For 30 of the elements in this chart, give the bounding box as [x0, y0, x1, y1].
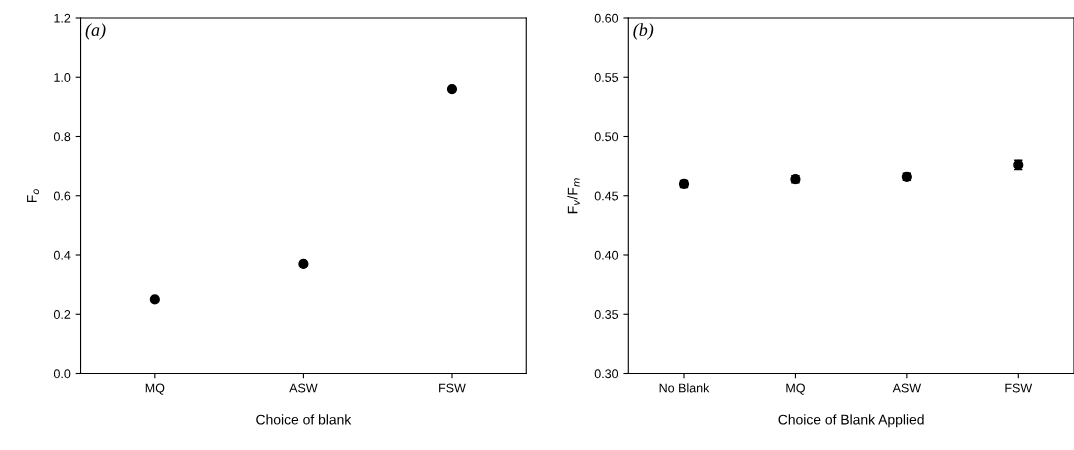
y-tick-label: 0.55 [594, 73, 619, 82]
y-tick-label: 0.0 [53, 369, 71, 379]
x-tick-label: No Blank [659, 383, 710, 393]
annotation: (a) [85, 23, 106, 40]
y-tick-label: 0.2 [53, 310, 71, 319]
y-tick-label: 0.8 [53, 132, 71, 142]
y-tick-label: 0.35 [594, 310, 619, 319]
x-tick-label: MQ [145, 383, 165, 395]
point [298, 258, 309, 269]
x-tick-label: FSW [1005, 383, 1033, 393]
y-tick-label: 0.6 [53, 191, 71, 201]
y-tick-label: 0.60 [594, 13, 619, 23]
y-tick-label: 0.4 [53, 250, 71, 260]
x-tick-label: MQ [786, 383, 805, 395]
x-tick-label: FSW [439, 383, 466, 393]
y-tick-label: 1.2 [54, 13, 71, 23]
y-tick-label: 0.40 [594, 250, 619, 260]
y-axis-title: F$_{o}$ [27, 189, 40, 203]
y-tick-label: 1.0 [54, 73, 71, 82]
annotation: (b) [633, 23, 654, 40]
x-tick-label: ASW [289, 383, 318, 393]
y-tick-label: 0.45 [594, 191, 619, 201]
point [149, 294, 160, 305]
y-tick-label: 0.30 [594, 369, 619, 379]
point [446, 84, 458, 95]
y-axis-title: F$_{v}$/F$_{m}$ [567, 178, 580, 214]
x-tick-label: ASW [892, 383, 922, 393]
x-axis-title: Choice of blank [256, 414, 352, 425]
y-tick-label: 0.50 [594, 132, 619, 142]
x-axis-title: Choice of Blank Applied [778, 414, 924, 428]
